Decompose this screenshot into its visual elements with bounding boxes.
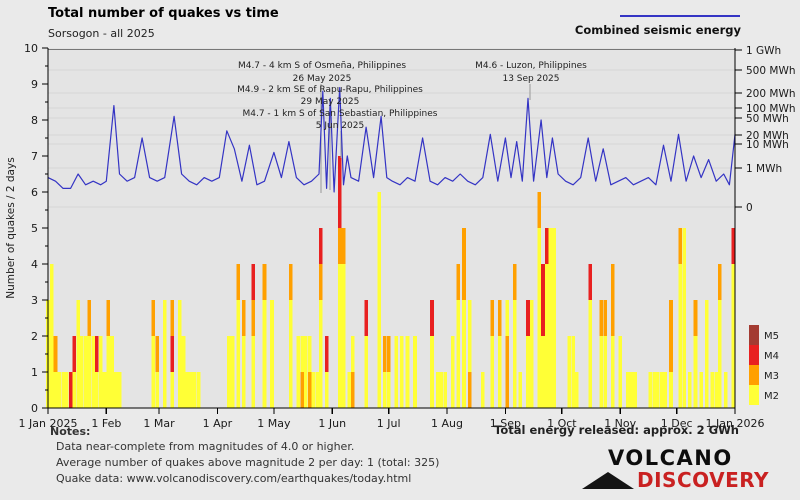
svg-text:26 May 2025: 26 May 2025 bbox=[293, 74, 352, 84]
annotation-labels: M4.7 - 4 km S of Osmeña, Philippines 26 M… bbox=[237, 61, 587, 131]
svg-text:1 Oct: 1 Oct bbox=[547, 417, 577, 430]
svg-text:1 Jan 2025: 1 Jan 2025 bbox=[19, 417, 78, 430]
svg-text:500 MWh: 500 MWh bbox=[746, 65, 795, 77]
svg-text:10: 10 bbox=[24, 42, 38, 55]
svg-text:M4: M4 bbox=[764, 351, 779, 362]
plot-background bbox=[48, 48, 735, 408]
svg-text:100 MWh: 100 MWh bbox=[746, 103, 795, 115]
svg-text:10 MWh: 10 MWh bbox=[746, 139, 789, 151]
svg-text:M4.9 - 2 km SE of Rapu-Rapu, P: M4.9 - 2 km SE of Rapu-Rapu, Philippines bbox=[237, 85, 423, 95]
energy-legend-line-sample bbox=[620, 15, 740, 17]
svg-text:1: 1 bbox=[31, 366, 38, 379]
svg-text:M2: M2 bbox=[764, 391, 779, 402]
svg-text:50 MWh: 50 MWh bbox=[746, 113, 789, 125]
svg-text:9: 9 bbox=[31, 78, 38, 91]
svg-text:1 Jun: 1 Jun bbox=[318, 417, 346, 430]
svg-text:1 MWh: 1 MWh bbox=[746, 163, 782, 175]
page-subtitle: Sorsogon - all 2025 bbox=[48, 27, 155, 40]
svg-text:M4.6 - Luzon, Philippines: M4.6 - Luzon, Philippines bbox=[475, 61, 587, 71]
svg-text:1 Jan 2026: 1 Jan 2026 bbox=[706, 417, 765, 430]
total-energy-released: Total energy released: approx. 2 GWh bbox=[494, 423, 739, 437]
svg-text:5 Jun 2025: 5 Jun 2025 bbox=[316, 121, 364, 131]
svg-text:1 Apr: 1 Apr bbox=[203, 417, 233, 430]
logo-text-volcano: VOLCANO bbox=[608, 446, 733, 470]
svg-text:2: 2 bbox=[31, 330, 38, 343]
notes-heading: Notes: bbox=[50, 425, 91, 438]
svg-text:4: 4 bbox=[31, 258, 38, 271]
svg-text:1 Mar: 1 Mar bbox=[143, 417, 175, 430]
volcano-icon bbox=[582, 472, 634, 489]
svg-text:M4.7 - 4 km S of Osmeña, Phili: M4.7 - 4 km S of Osmeña, Philippines bbox=[238, 61, 406, 71]
svg-text:5: 5 bbox=[31, 222, 38, 235]
svg-text:0: 0 bbox=[746, 202, 753, 214]
volcanodiscovery-logo: VOLCANO DISCOVERY bbox=[582, 446, 769, 494]
logo-text-discovery: DISCOVERY bbox=[637, 468, 770, 492]
note-line: Quake data: www.volcanodiscovery.com/ear… bbox=[56, 472, 412, 485]
svg-text:M4.7 - 1 km S of San Sebastian: M4.7 - 1 km S of San Sebastian, Philippi… bbox=[242, 109, 437, 119]
svg-text:M3: M3 bbox=[764, 371, 779, 382]
svg-text:1 Jul: 1 Jul bbox=[377, 417, 401, 430]
svg-text:7: 7 bbox=[31, 150, 38, 163]
svg-text:1 Sep: 1 Sep bbox=[490, 417, 521, 430]
svg-text:20 MWh: 20 MWh bbox=[746, 130, 789, 142]
svg-text:200 MWh: 200 MWh bbox=[746, 88, 795, 100]
svg-text:M5: M5 bbox=[764, 331, 779, 342]
note-line: Average number of quakes above magnitude… bbox=[56, 456, 440, 469]
svg-text:1 Dec: 1 Dec bbox=[661, 417, 693, 430]
energy-legend-label: Combined seismic energy bbox=[574, 23, 741, 37]
svg-text:1 Nov: 1 Nov bbox=[604, 417, 636, 430]
page-title: Total number of quakes vs time bbox=[48, 6, 279, 21]
note-line: Data near-complete from magnitudes of 4.… bbox=[56, 440, 355, 453]
magnitude-legend: M5 M4 M3 M2 bbox=[749, 325, 779, 405]
y-axis-left: 0 1 2 3 4 5 6 7 8 9 10 bbox=[24, 42, 48, 415]
svg-text:8: 8 bbox=[31, 114, 38, 127]
quake-bars bbox=[46, 156, 735, 408]
svg-text:29 May 2025: 29 May 2025 bbox=[301, 97, 360, 107]
x-axis: 1 Jan 2025 1 Feb 1 Mar 1 Apr 1 May 1 Jun 1 Jul… bbox=[19, 408, 765, 430]
gridlines bbox=[48, 49, 735, 208]
energy-line bbox=[47, 86, 736, 193]
svg-text:13 Sep 2025: 13 Sep 2025 bbox=[502, 74, 559, 84]
svg-text:1 Feb: 1 Feb bbox=[91, 417, 121, 430]
svg-text:1 May: 1 May bbox=[257, 417, 291, 430]
svg-text:1 Aug: 1 Aug bbox=[431, 417, 463, 430]
svg-text:1 GWh: 1 GWh bbox=[746, 45, 781, 57]
svg-text:6: 6 bbox=[31, 186, 38, 199]
svg-text:3: 3 bbox=[31, 294, 38, 307]
svg-text:0: 0 bbox=[31, 402, 38, 415]
